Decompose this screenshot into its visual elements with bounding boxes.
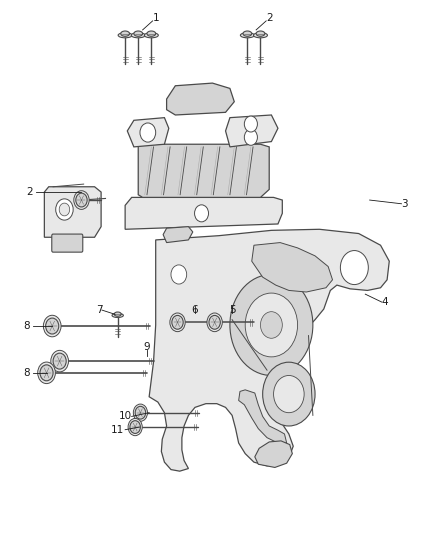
Text: 2: 2 — [26, 187, 32, 197]
Ellipse shape — [121, 31, 130, 36]
Circle shape — [133, 404, 148, 421]
Circle shape — [53, 353, 66, 369]
Circle shape — [207, 313, 223, 332]
Polygon shape — [44, 187, 101, 237]
Text: 11: 11 — [111, 425, 124, 435]
Polygon shape — [239, 390, 287, 443]
Circle shape — [194, 205, 208, 222]
Circle shape — [274, 375, 304, 413]
FancyBboxPatch shape — [52, 234, 83, 252]
Text: 3: 3 — [401, 199, 408, 209]
Circle shape — [74, 191, 89, 209]
Ellipse shape — [243, 31, 252, 36]
Circle shape — [171, 265, 187, 284]
Circle shape — [128, 418, 142, 435]
Ellipse shape — [114, 312, 121, 316]
Text: 8: 8 — [24, 321, 30, 331]
Text: 4: 4 — [381, 297, 388, 307]
Circle shape — [135, 406, 146, 419]
Circle shape — [244, 116, 258, 132]
Polygon shape — [149, 229, 389, 471]
Circle shape — [59, 203, 70, 216]
Circle shape — [261, 312, 283, 338]
Circle shape — [51, 350, 68, 372]
Circle shape — [40, 365, 53, 381]
Circle shape — [38, 362, 55, 384]
Text: 7: 7 — [95, 305, 102, 315]
Circle shape — [172, 316, 183, 329]
Circle shape — [209, 316, 220, 329]
Circle shape — [230, 274, 313, 375]
Circle shape — [56, 199, 73, 220]
Text: 9: 9 — [144, 342, 150, 352]
Text: 10: 10 — [119, 411, 132, 422]
Text: 5: 5 — [229, 305, 235, 315]
Ellipse shape — [112, 313, 124, 318]
Text: 8: 8 — [24, 368, 30, 378]
Ellipse shape — [240, 33, 254, 38]
Text: 6: 6 — [192, 305, 198, 315]
Circle shape — [170, 313, 185, 332]
Polygon shape — [252, 243, 332, 292]
Polygon shape — [255, 441, 292, 467]
Ellipse shape — [145, 33, 158, 38]
Polygon shape — [166, 83, 234, 115]
Circle shape — [244, 130, 258, 146]
Text: 1: 1 — [152, 13, 159, 23]
Polygon shape — [127, 118, 169, 147]
Circle shape — [140, 123, 155, 142]
Polygon shape — [226, 115, 278, 147]
Circle shape — [43, 316, 61, 337]
Polygon shape — [163, 227, 193, 243]
Circle shape — [340, 251, 368, 285]
Ellipse shape — [147, 31, 155, 36]
Ellipse shape — [254, 33, 268, 38]
Polygon shape — [125, 197, 283, 229]
Circle shape — [263, 362, 315, 426]
Circle shape — [245, 293, 297, 357]
Ellipse shape — [131, 33, 145, 38]
Ellipse shape — [134, 31, 143, 36]
Circle shape — [130, 421, 141, 433]
Ellipse shape — [256, 31, 265, 36]
Ellipse shape — [118, 33, 132, 38]
Circle shape — [46, 318, 59, 334]
Circle shape — [76, 193, 87, 207]
Polygon shape — [138, 144, 269, 197]
Text: 2: 2 — [266, 13, 272, 23]
